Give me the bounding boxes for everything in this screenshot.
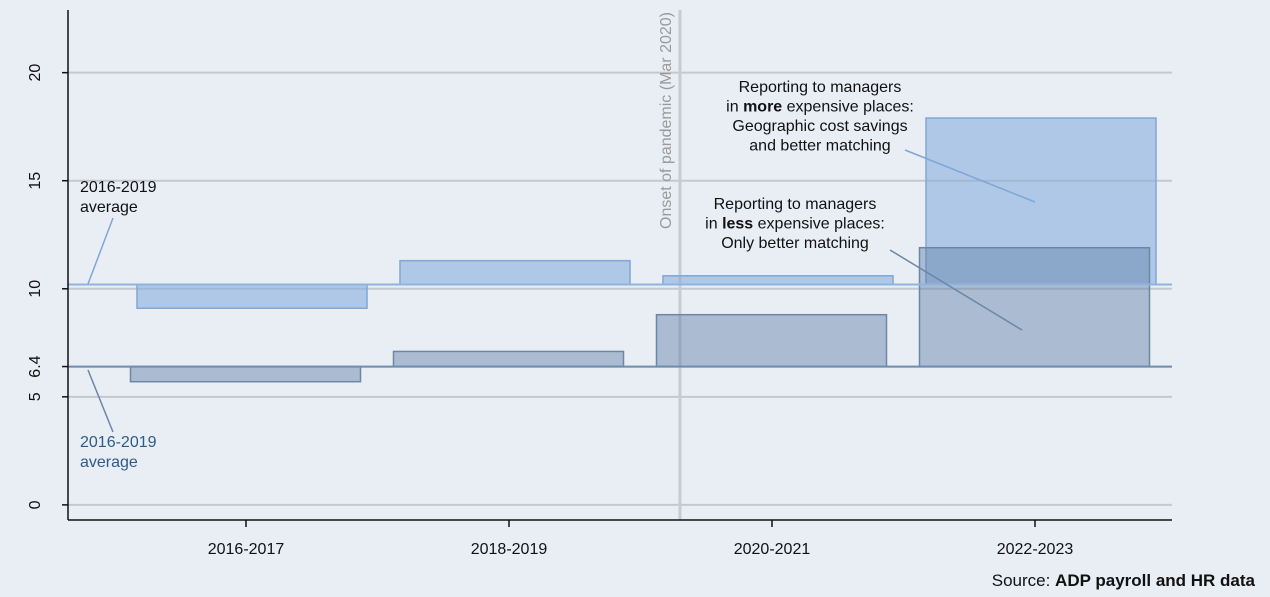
bar [399, 259, 631, 286]
source-prefix: Source: [992, 571, 1055, 590]
annotation: in less expensive places: [705, 216, 885, 233]
bar [925, 117, 1157, 286]
bar [392, 350, 625, 368]
bar [136, 283, 368, 309]
annotation-segment: Only better matching [721, 235, 869, 252]
annotation-segment: more [743, 99, 782, 116]
annotation-segment: expensive places: [782, 99, 914, 116]
reference-label: average [80, 199, 138, 216]
pointer [889, 249, 1023, 331]
bar [918, 246, 1151, 368]
annotation: Reporting to managers [739, 79, 902, 96]
annotation: Geographic cost savings [732, 118, 907, 135]
annotation-segment: in [705, 216, 722, 233]
annotation: Reporting to managers [714, 196, 877, 213]
pointer [87, 217, 114, 285]
annotation: in more expensive places: [726, 99, 914, 116]
source-text: ADP payroll and HR data [1055, 571, 1255, 590]
pandemic-label: Onset of pandemic (Mar 2020) [658, 12, 675, 229]
reference-label: 2016-2019 [80, 434, 157, 451]
y-tick-label: 15 [27, 172, 44, 190]
reference-label: average [80, 454, 138, 471]
y-tick-label: 6.4 [27, 355, 44, 377]
y-tick-label: 0 [27, 500, 44, 509]
pointer [87, 369, 114, 433]
pointer [904, 149, 1036, 203]
annotation-segment: expensive places: [753, 216, 885, 233]
x-tick-label: 2020-2021 [734, 541, 811, 558]
annotation-segment: and better matching [749, 138, 890, 155]
bar [662, 275, 894, 286]
bar [129, 365, 362, 383]
annotation-segment: Reporting to managers [739, 79, 902, 96]
bar [655, 313, 888, 368]
y-tick-label: 5 [27, 392, 44, 401]
annotation-segment: Geographic cost savings [732, 118, 907, 135]
y-tick-label: 20 [27, 64, 44, 82]
annotation: and better matching [749, 138, 890, 155]
annotation-segment: in [726, 99, 743, 116]
annotation-segment: less [722, 216, 753, 233]
x-tick-label: 2022-2023 [997, 541, 1074, 558]
source: Source: ADP payroll and HR data [992, 571, 1256, 590]
annotation: Only better matching [721, 235, 869, 252]
x-tick-label: 2016-2017 [208, 541, 285, 558]
reference-label: 2016-2019 [80, 179, 157, 196]
annotation-segment: Reporting to managers [714, 196, 877, 213]
y-tick-label: 10 [27, 280, 44, 298]
x-tick-label: 2018-2019 [471, 541, 548, 558]
